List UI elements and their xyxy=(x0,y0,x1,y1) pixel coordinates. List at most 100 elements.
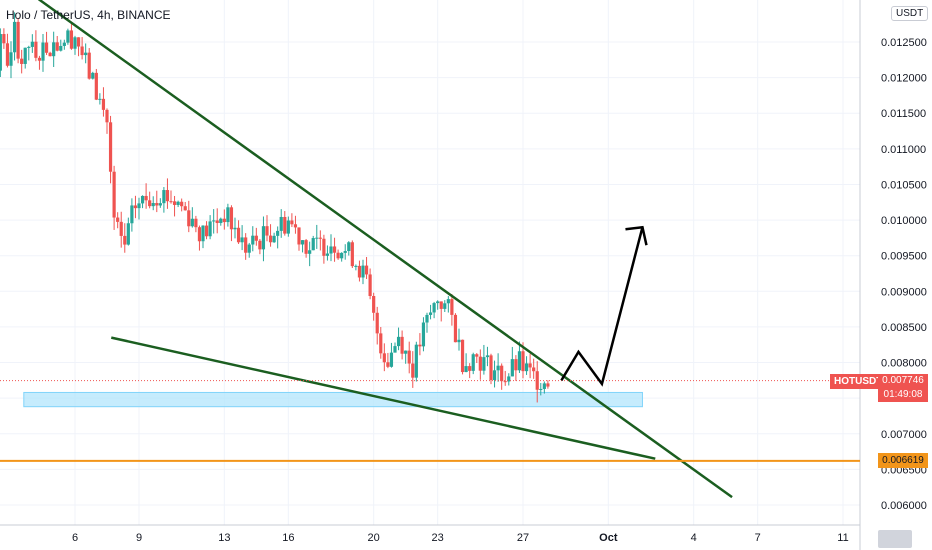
candle-body xyxy=(471,354,475,371)
candle-body xyxy=(329,246,333,254)
candle-body xyxy=(37,57,42,61)
candle-body xyxy=(101,98,106,110)
candle-body xyxy=(0,34,2,71)
candle-body xyxy=(443,303,447,309)
last-price-tag: 0.007746 01:49:08 xyxy=(878,374,928,402)
candle-body xyxy=(165,190,170,202)
y-tick-label: 0.011000 xyxy=(881,144,926,156)
candle-body xyxy=(73,37,77,49)
candle-body xyxy=(482,357,486,371)
candle-body xyxy=(261,226,266,250)
candle-body xyxy=(194,218,198,228)
candle-body xyxy=(368,274,372,297)
candle-body xyxy=(148,200,152,207)
tradingview-logo-icon[interactable] xyxy=(878,530,912,548)
candle-body xyxy=(542,383,546,389)
y-tick-label: 0.008500 xyxy=(881,322,927,334)
candle-body xyxy=(517,351,522,371)
candle-body xyxy=(62,42,66,46)
candle-body xyxy=(84,52,88,56)
candle-body xyxy=(411,363,415,378)
candle-body xyxy=(190,218,194,227)
x-tick-label: 9 xyxy=(136,532,142,544)
candle-body xyxy=(375,312,379,334)
candle-body xyxy=(468,366,472,371)
candle-body xyxy=(169,201,173,203)
candle-body xyxy=(524,363,529,372)
candle-body xyxy=(453,314,458,343)
candle-body xyxy=(393,346,397,353)
candle-body xyxy=(489,355,493,380)
candle-body xyxy=(119,221,123,236)
trendline-upper xyxy=(38,0,733,499)
y-tick-label: 0.007000 xyxy=(881,429,927,441)
candle-body xyxy=(539,388,543,390)
candle-body xyxy=(311,238,315,251)
candle-body xyxy=(379,333,383,354)
support-zone xyxy=(23,391,643,408)
candle-body xyxy=(204,225,209,237)
candle-body xyxy=(418,344,422,347)
candle-body xyxy=(304,240,308,254)
candle-body xyxy=(460,339,465,373)
candle-body xyxy=(176,201,180,205)
candle-body xyxy=(507,376,511,382)
x-tick-label: 23 xyxy=(432,532,444,544)
x-tick-label: 27 xyxy=(517,532,529,544)
candle-body xyxy=(80,46,84,56)
candle-body xyxy=(478,356,482,371)
candle-body xyxy=(350,242,354,267)
candle-body xyxy=(528,363,532,368)
candle-body xyxy=(300,240,305,245)
candle-body xyxy=(140,195,145,204)
candle-body xyxy=(283,216,287,234)
currency-unit-badge[interactable]: USDT xyxy=(891,6,929,21)
candle-body xyxy=(162,190,166,204)
candle-body xyxy=(240,237,244,243)
y-tick-label: 0.011500 xyxy=(881,108,926,120)
candle-body xyxy=(297,227,301,245)
candle-body xyxy=(425,314,429,323)
candle-body xyxy=(318,237,322,239)
candle-body xyxy=(308,250,312,254)
x-tick-label: Oct xyxy=(599,532,618,544)
candle-body xyxy=(172,201,177,205)
candle-body xyxy=(197,227,202,242)
candle-body xyxy=(91,72,95,79)
candle-body xyxy=(364,265,369,275)
candle-body xyxy=(52,42,56,57)
trendline-lower xyxy=(110,336,656,460)
candle-body xyxy=(432,303,436,313)
candle-body xyxy=(116,217,120,222)
candle-body xyxy=(340,252,344,259)
candle-body xyxy=(144,195,148,201)
candle-body xyxy=(532,367,536,372)
candle-body xyxy=(212,220,216,222)
candle-body xyxy=(133,205,138,209)
candle-body xyxy=(439,301,443,309)
chart-title: Holo / TetherUS, 4h, BINANCE xyxy=(6,8,171,22)
candle-body xyxy=(2,34,6,44)
last-price-value: 0.007746 xyxy=(882,375,924,386)
candle-body xyxy=(180,201,184,207)
candle-body xyxy=(332,246,337,253)
candle-body xyxy=(20,58,24,64)
candle-body xyxy=(372,296,376,313)
y-tick-label: 0.008000 xyxy=(881,358,927,370)
symbol-label: HOTUSDT xyxy=(830,374,887,389)
candle-body xyxy=(361,265,365,278)
candle-body xyxy=(315,237,319,239)
y-tick-label: 0.010000 xyxy=(881,215,927,227)
horizontal-level-tag: 0.006619 xyxy=(878,453,928,468)
candle-body xyxy=(500,365,504,382)
y-tick-label: 0.010500 xyxy=(881,179,927,191)
candle-body xyxy=(27,46,31,48)
y-tick-label: 0.012000 xyxy=(881,73,927,85)
candle-body xyxy=(389,352,394,367)
candle-body xyxy=(44,42,49,53)
candle-body xyxy=(496,365,500,371)
candle-body xyxy=(5,43,10,66)
candle-body xyxy=(226,207,230,223)
candle-body xyxy=(66,30,70,43)
